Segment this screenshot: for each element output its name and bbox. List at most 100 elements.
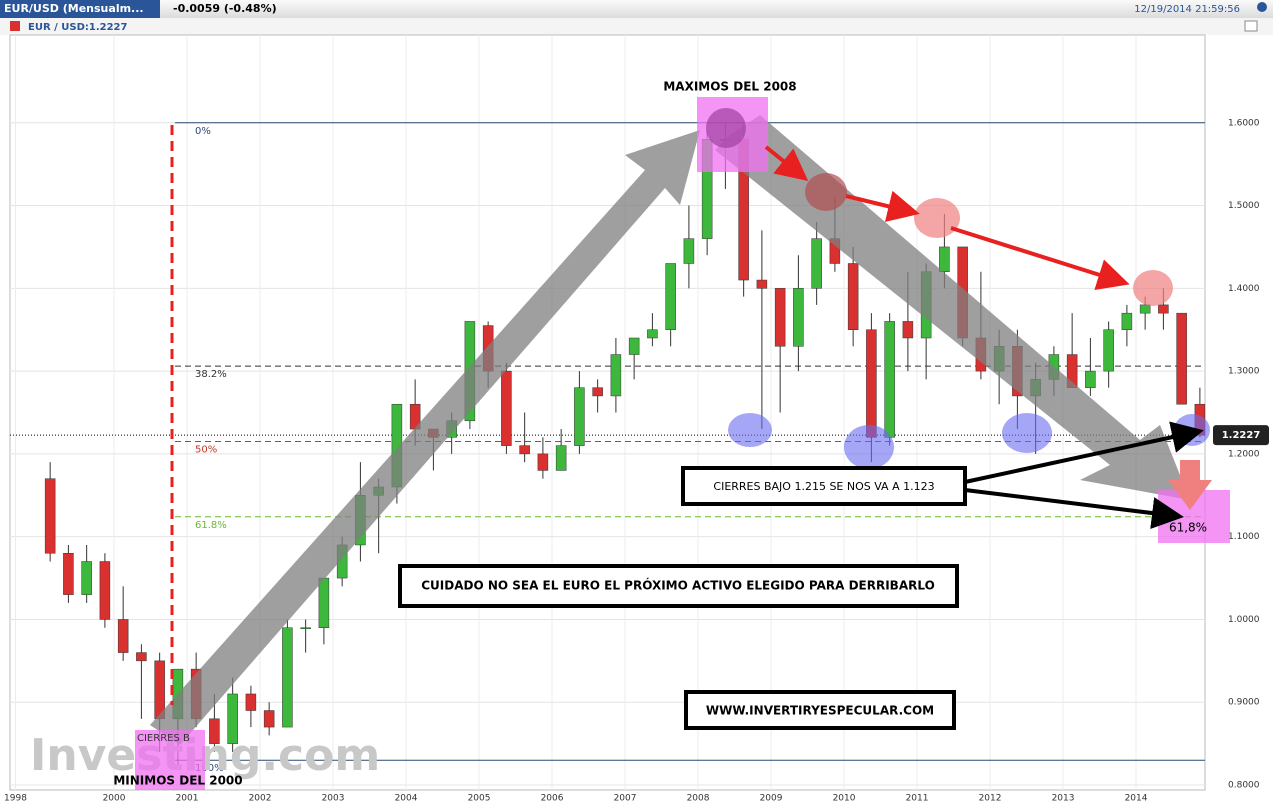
candle-body [866, 329, 877, 438]
settings-icon[interactable] [1257, 2, 1267, 12]
candle-body [574, 387, 585, 446]
candle-body [884, 321, 895, 438]
candle-body [282, 627, 293, 728]
candle-body [209, 718, 220, 744]
candle-body [1103, 329, 1114, 372]
peak-circle [914, 198, 960, 238]
x-tick-label: 2002 [249, 794, 272, 804]
candle-body [44, 478, 56, 554]
candle-body [136, 652, 147, 662]
closes-text: CIERRES BAJO 1.215 SE NOS VA A 1.123 [713, 480, 934, 493]
candle-body [683, 238, 695, 264]
peak-circle [706, 108, 746, 148]
candle-body [519, 445, 530, 455]
candle-body [756, 279, 768, 289]
timestamp: 12/19/2014 21:59:56 [1134, 4, 1240, 15]
x-tick-label: 2013 [1052, 794, 1075, 804]
candle-body [537, 453, 549, 471]
candle-body [227, 693, 238, 744]
max-label: MAXIMOS DEL 2008 [663, 80, 796, 94]
peak-circle [1133, 270, 1173, 306]
candle-body [647, 329, 658, 339]
red-arrow [950, 226, 1130, 291]
candle-body [154, 660, 165, 720]
fib-label: 50% [195, 444, 217, 455]
candle-body [245, 693, 257, 711]
x-tick-label: 2000 [103, 794, 126, 804]
y-tick-label: 1.2000 [1228, 449, 1260, 459]
candle-body [774, 288, 786, 347]
plot-area [9, 34, 1206, 791]
candle-body [793, 288, 804, 347]
x-tick-label: 2003 [322, 794, 345, 804]
change: -0.0059 (-0.48%) [173, 2, 277, 15]
low-circle [1174, 414, 1210, 446]
quote: EUR / USD:1.2227 [28, 22, 128, 33]
x-tick-label: 1998 [4, 794, 27, 804]
fib-label: 38.2% [195, 369, 227, 380]
candle-body [501, 370, 512, 446]
low-circle [1002, 413, 1052, 453]
y-tick-label: 1.5000 [1228, 201, 1260, 211]
x-tick-label: 2006 [541, 794, 564, 804]
y-tick-label: 0.8000 [1228, 781, 1260, 791]
warning-text: CUIDADO NO SEA EL EURO EL PRÓXIMO ACTIVO… [421, 578, 935, 593]
down-trend-arrow [715, 115, 1190, 500]
y-tick-label: 0.9000 [1228, 698, 1260, 708]
y-tick-label: 1.6000 [1228, 118, 1260, 128]
low-circle [728, 413, 772, 447]
site-text: WWW.INVERTIRYESPECULAR.COM [706, 704, 934, 718]
candle-body [1158, 304, 1169, 314]
quote-icon [10, 21, 20, 31]
closes-small: CIERRES B [137, 733, 190, 744]
x-tick-label: 2012 [979, 794, 1002, 804]
last-price-label: 1.2227 [1222, 430, 1261, 441]
candle-body [847, 263, 859, 330]
candle-body [81, 561, 92, 595]
header-bar [0, 0, 1273, 18]
candle-body [555, 445, 567, 471]
candle-body [117, 619, 129, 653]
candle-body [263, 710, 275, 728]
fib-label: 0% [195, 126, 211, 137]
symbol-tab-text[interactable]: EUR/USD (Mensualm... [4, 2, 144, 15]
x-tick-label: 2009 [760, 794, 783, 804]
red-arrow [845, 190, 920, 222]
y-tick-label: 1.1000 [1228, 532, 1260, 542]
fib-label: 100% [195, 763, 224, 774]
warning-box [398, 564, 959, 608]
x-tick-label: 2007 [614, 794, 637, 804]
candle-body [1121, 312, 1133, 330]
y-tick-label: 1.3000 [1228, 367, 1260, 377]
candle-body [63, 552, 74, 595]
candle-body [318, 577, 330, 628]
candle-body [665, 263, 676, 330]
candle-body [628, 337, 640, 355]
low-circle [844, 425, 894, 469]
black-arrow [964, 488, 1184, 529]
x-tick-label: 2014 [1125, 794, 1148, 804]
x-tick-label: 2010 [833, 794, 856, 804]
watermark: Investing.com [30, 730, 380, 781]
candle-body [1176, 312, 1187, 405]
pink-down-arrow [1168, 460, 1212, 510]
candle-body [99, 561, 111, 620]
red-arrow [764, 145, 809, 182]
candle-body [902, 321, 914, 339]
candle-body [610, 354, 622, 397]
minimize-button[interactable] [1244, 20, 1258, 32]
fib-label: 61.8% [195, 520, 227, 531]
y-tick-label: 1.0000 [1228, 615, 1260, 625]
symbol-tab[interactable] [0, 0, 160, 18]
candle-body [939, 246, 950, 273]
candle-body [1139, 304, 1151, 314]
x-tick-label: 2005 [468, 794, 491, 804]
closes-box [681, 466, 967, 506]
black-arrow [964, 421, 1204, 484]
x-tick-label: 2004 [395, 794, 418, 804]
y-tick-label: 1.4000 [1228, 284, 1260, 294]
min-label: MINIMOS DEL 2000 [113, 774, 242, 788]
target-label: 61,8% [1169, 521, 1207, 535]
